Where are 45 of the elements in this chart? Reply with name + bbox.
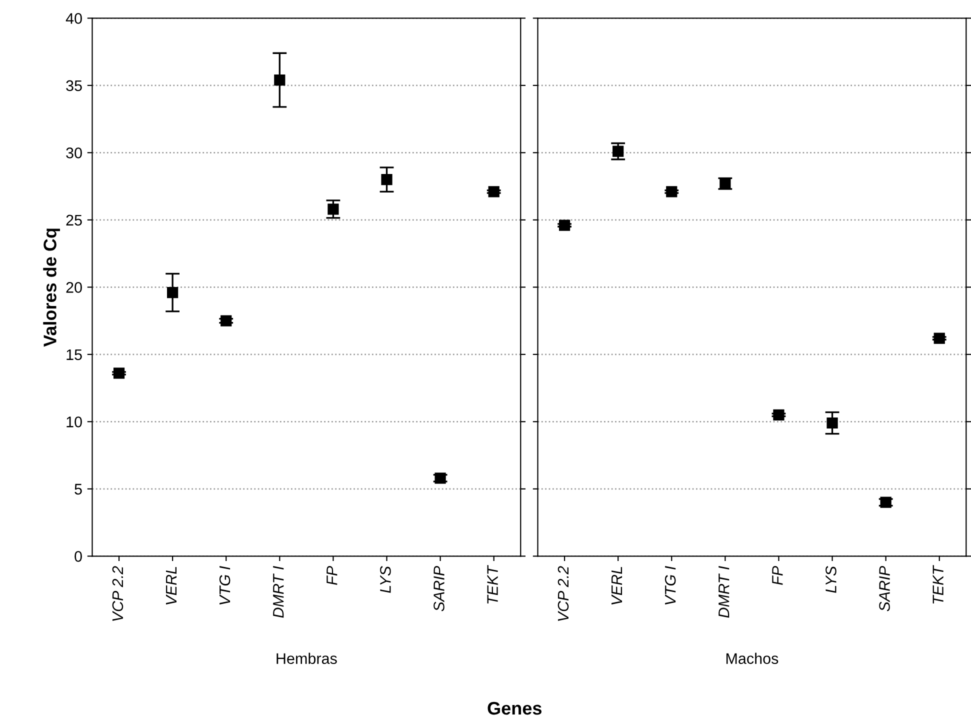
y-tick-label: 35 xyxy=(66,80,82,92)
point xyxy=(113,368,125,379)
x-tick-label: LYS xyxy=(826,566,836,593)
y-tick-label: 40 xyxy=(66,13,82,24)
x-axis-title: Machos xyxy=(726,652,778,664)
y-tick-label: 5 xyxy=(74,484,82,495)
point xyxy=(773,409,784,420)
y-tick-label: 15 xyxy=(66,349,82,360)
text: Genes xyxy=(488,702,542,715)
x-tick-label: DMRT I xyxy=(718,566,730,618)
y-axis-title: Valores de Cq xyxy=(43,228,60,347)
y-tick-label: 10 xyxy=(66,416,82,428)
y-tick-label: 30 xyxy=(66,148,82,158)
point xyxy=(274,74,286,86)
point xyxy=(167,286,178,298)
x-tick-label: VTG I xyxy=(664,566,676,604)
y-tick-label: 20 xyxy=(66,282,82,293)
x-tick-label: TEKT xyxy=(487,564,498,604)
point xyxy=(612,146,624,157)
point xyxy=(826,417,838,429)
x-tick-label: DMRT I xyxy=(273,566,284,618)
point xyxy=(666,186,678,198)
x-tick-label: VTG I xyxy=(219,566,230,604)
x-tick-label: VERL xyxy=(612,566,622,604)
x-tick-label: FP xyxy=(326,566,338,585)
x-tick-label: TEKT xyxy=(932,564,944,604)
x-tick-label: VERL xyxy=(166,566,177,604)
point xyxy=(434,472,446,484)
point xyxy=(720,178,731,190)
x-tick-label: SARIP xyxy=(434,566,444,612)
x-axis-title: Hembras xyxy=(276,652,337,664)
y-tick-label: 25 xyxy=(66,214,82,226)
point xyxy=(558,220,570,231)
x-tick-label: LYS xyxy=(380,566,391,593)
x-tick-label: VCP 2.2 xyxy=(112,566,124,621)
point xyxy=(488,186,500,198)
y-tick-label: 0 xyxy=(74,551,82,562)
point xyxy=(328,204,339,215)
point xyxy=(934,332,945,344)
point xyxy=(381,174,392,186)
point xyxy=(880,496,892,508)
x-tick-label: VCP 2.2 xyxy=(558,566,569,621)
x-tick-label: FP xyxy=(772,566,783,585)
point xyxy=(220,315,232,326)
x-tick-label: SARIP xyxy=(879,566,890,612)
